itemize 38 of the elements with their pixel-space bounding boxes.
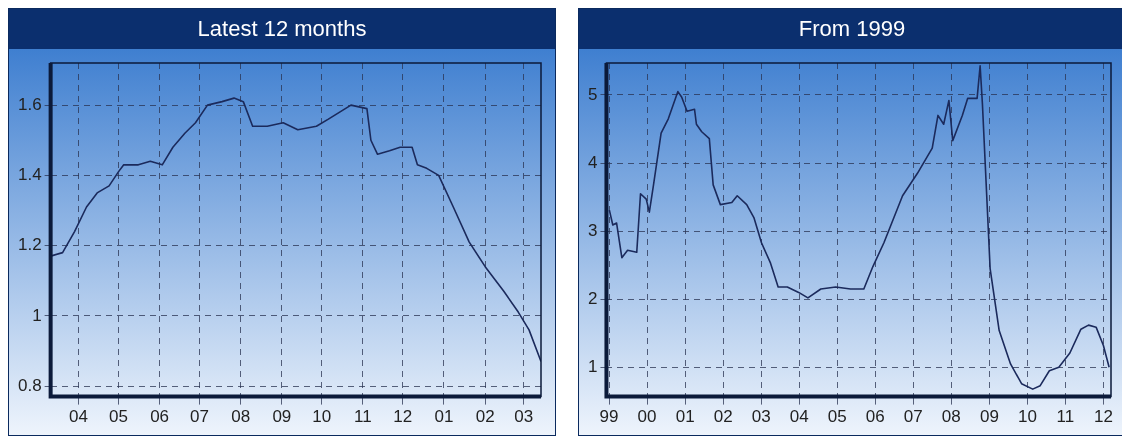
x-tick-label: 09 (272, 407, 292, 427)
y-tick-label: 1 (32, 305, 42, 325)
x-tick-label: 11 (354, 407, 372, 427)
x-tick-label: 09 (979, 407, 999, 427)
x-tick-label: 01 (434, 407, 454, 427)
y-tick-label: 0.8 (17, 375, 42, 395)
x-tick-label: 99 (599, 407, 619, 427)
y-tick-label: 4 (587, 152, 598, 172)
x-tick-label: 12 (1093, 407, 1113, 427)
x-tick-label: 08 (231, 407, 251, 427)
x-tick-label: 02 (713, 407, 733, 427)
chart-title: From 1999 (579, 9, 1122, 49)
x-tick-label: 05 (108, 407, 128, 427)
x-tick-label: 06 (865, 407, 885, 427)
chart-title: Latest 12 months (9, 9, 555, 49)
x-tick-label: 07 (190, 407, 209, 427)
x-tick-label: 08 (941, 407, 961, 427)
x-tick-label: 04 (789, 407, 809, 427)
y-tick-label: 1.6 (17, 94, 42, 114)
x-tick-label: 10 (312, 407, 332, 427)
x-tick-label: 03 (751, 407, 771, 427)
x-tick-label: 05 (827, 407, 847, 427)
x-tick-label: 10 (1017, 407, 1037, 427)
y-tick-label: 5 (587, 84, 598, 104)
y-tick-label: 1 (587, 357, 598, 377)
x-tick-label: 04 (69, 407, 88, 427)
x-tick-label: 11 (1056, 407, 1075, 427)
y-tick-label: 1.2 (17, 235, 42, 255)
x-tick-label: 03 (514, 407, 534, 427)
y-tick-label: 2 (587, 288, 598, 308)
x-tick-label: 01 (675, 407, 695, 427)
x-tick-label: 07 (903, 407, 923, 427)
y-tick-label: 3 (587, 220, 598, 240)
x-tick-label: 00 (637, 407, 657, 427)
x-tick-label: 06 (150, 407, 170, 427)
x-tick-label: 12 (393, 407, 413, 427)
x-tick-label: 02 (475, 407, 495, 427)
y-tick-label: 1.4 (17, 165, 42, 185)
